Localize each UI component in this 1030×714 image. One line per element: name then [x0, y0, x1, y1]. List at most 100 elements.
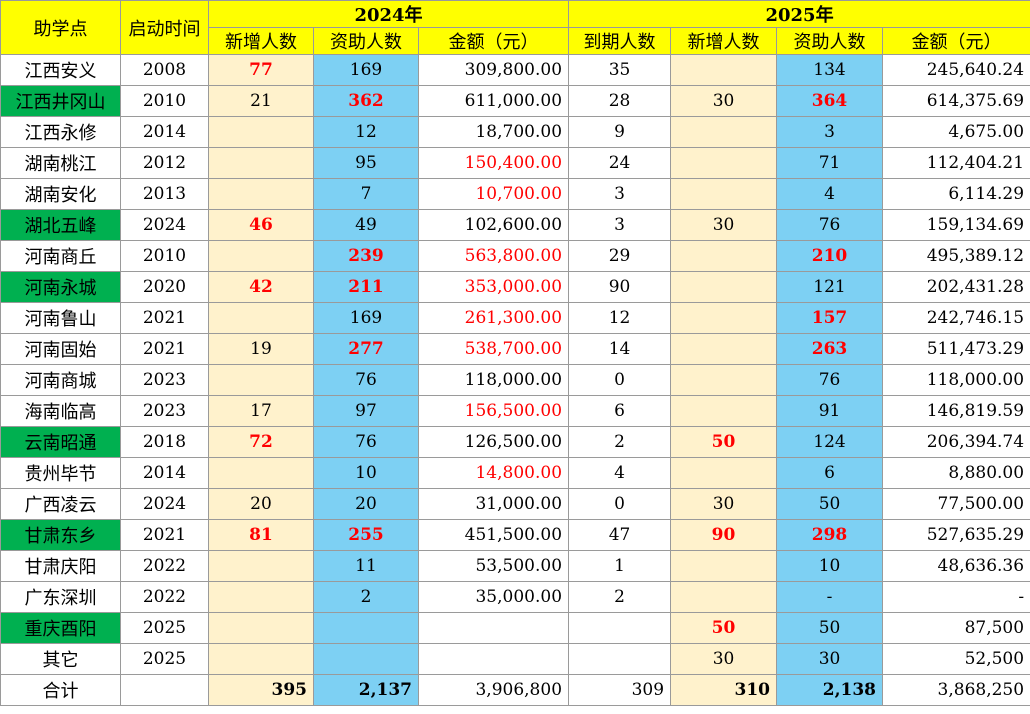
table-row: 贵州毕节 2014 10 14,800.00 4 6 8,880.00 [0, 457, 1030, 489]
table-cell: 2021 [120, 302, 209, 334]
table-row: 河南永城 2020 42 211 353,000.00 90 121 202,431.28 [0, 271, 1030, 303]
table-cell: 30 [670, 643, 778, 675]
table-cell: 11 [313, 550, 419, 582]
table-row: 甘肃东乡 2021 81 255 451,500.00 47 90 298 527,635.29 [0, 519, 1030, 551]
table-cell: 76 [313, 426, 419, 458]
header-cell: 资助人数 [313, 27, 419, 55]
table-cell: 52,500 [882, 643, 1030, 675]
table-cell: 121 [776, 271, 884, 303]
table-row: 河南鲁山 2021 169 261,300.00 12 157 242,746.15 [0, 302, 1030, 334]
table-cell [313, 643, 419, 675]
table-cell: 118,000.00 [417, 364, 570, 396]
table-cell: 159,134.69 [882, 209, 1030, 241]
table-cell: 49 [313, 209, 419, 241]
table-cell: 8,880.00 [882, 457, 1030, 489]
table-cell: 甘肃庆阳 [0, 550, 121, 582]
table-cell: 9 [568, 116, 672, 148]
table-cell [568, 612, 672, 644]
table-cell: 245,640.24 [882, 54, 1030, 86]
table-cell [208, 302, 314, 334]
table-cell: 263 [776, 333, 884, 365]
header-cell: 金额（元） [882, 27, 1030, 55]
table-cell [208, 457, 314, 489]
table-cell: 527,635.29 [882, 519, 1030, 551]
table-cell [670, 457, 778, 489]
table-cell: 310 [670, 674, 778, 706]
table-cell: 71 [776, 147, 884, 179]
table-cell: 2014 [120, 457, 209, 489]
table-row: 湖北五峰 2024 46 49 102,600.00 3 30 76 159,134.69 [0, 209, 1030, 241]
table-cell [670, 271, 778, 303]
table-cell: 江西永修 [0, 116, 121, 148]
table-cell: 2023 [120, 395, 209, 427]
table-cell: 97 [313, 395, 419, 427]
table-cell [670, 178, 778, 210]
table-cell: 90 [670, 519, 778, 551]
table-cell: 江西井冈山 [0, 85, 121, 117]
table-cell: 309,800.00 [417, 54, 570, 86]
table-cell: 3 [568, 178, 672, 210]
table-row: 其它 2025 30 30 52,500 [0, 643, 1030, 675]
table-cell: 云南昭通 [0, 426, 121, 458]
table-row: 云南昭通 2018 72 76 126,500.00 2 50 124 206,394.74 [0, 426, 1030, 458]
table-cell: 157 [776, 302, 884, 334]
table-cell: 28 [568, 85, 672, 117]
table-row: 湖南安化 2013 7 10,700.00 3 4 6,114.29 [0, 178, 1030, 210]
table-cell: 甘肃东乡 [0, 519, 121, 551]
table-cell: 2022 [120, 550, 209, 582]
table-cell: 242,746.15 [882, 302, 1030, 334]
table-row: 江西井冈山 2010 21 362 611,000.00 28 30 364 614,375.6… [0, 85, 1030, 117]
table-cell: 2018 [120, 426, 209, 458]
table-cell [670, 364, 778, 396]
table-cell: 4 [568, 457, 672, 489]
table-cell: 湖南桃江 [0, 147, 121, 179]
table-cell [120, 674, 209, 706]
header-cell: 启动时间 [120, 0, 209, 55]
table-row: 河南商城 2023 76 118,000.00 0 76 118,000.00 [0, 364, 1030, 396]
table-cell: 2 [568, 426, 672, 458]
table-cell: 112,404.21 [882, 147, 1030, 179]
table-cell: 2010 [120, 85, 209, 117]
table-cell [670, 333, 778, 365]
table-cell: 2023 [120, 364, 209, 396]
table-cell: 2021 [120, 333, 209, 365]
table-cell: 614,375.69 [882, 85, 1030, 117]
table-cell [670, 116, 778, 148]
table-cell: 76 [313, 364, 419, 396]
table-cell: 50 [670, 426, 778, 458]
table-row: 江西永修 2014 12 18,700.00 9 3 4,675.00 [0, 116, 1030, 148]
table-cell: 3 [568, 209, 672, 241]
table-cell: 146,819.59 [882, 395, 1030, 427]
table-cell: 202,431.28 [882, 271, 1030, 303]
table-cell [670, 147, 778, 179]
table-cell: 30 [670, 85, 778, 117]
table-cell: 河南固始 [0, 333, 121, 365]
table-cell: 451,500.00 [417, 519, 570, 551]
table-cell: 77,500.00 [882, 488, 1030, 520]
table-cell: 277 [313, 333, 419, 365]
table-cell: 2008 [120, 54, 209, 86]
table-cell [417, 612, 570, 644]
table-cell: 50 [670, 612, 778, 644]
table-cell: 10 [313, 457, 419, 489]
table-cell: 2024 [120, 209, 209, 241]
table-cell: 海南临高 [0, 395, 121, 427]
table-row: 河南固始 2021 19 277 538,700.00 14 263 511,473.29 [0, 333, 1030, 365]
table-cell: 2,138 [776, 674, 884, 706]
table-cell [208, 240, 314, 272]
table-row: 河南商丘 2010 239 563,800.00 29 210 495,389.12 [0, 240, 1030, 272]
table-row: 甘肃庆阳 2022 11 53,500.00 1 10 48,636.36 [0, 550, 1030, 582]
table-cell [208, 116, 314, 148]
table-cell: 2010 [120, 240, 209, 272]
table-cell: 126,500.00 [417, 426, 570, 458]
table-cell: 35,000.00 [417, 581, 570, 613]
table-cell [670, 581, 778, 613]
table-cell: 6,114.29 [882, 178, 1030, 210]
table-cell: 91 [776, 395, 884, 427]
table-cell: 134 [776, 54, 884, 86]
table-cell [313, 612, 419, 644]
table-cell: 511,473.29 [882, 333, 1030, 365]
table-cell: 2 [568, 581, 672, 613]
table-cell: 贵州毕节 [0, 457, 121, 489]
